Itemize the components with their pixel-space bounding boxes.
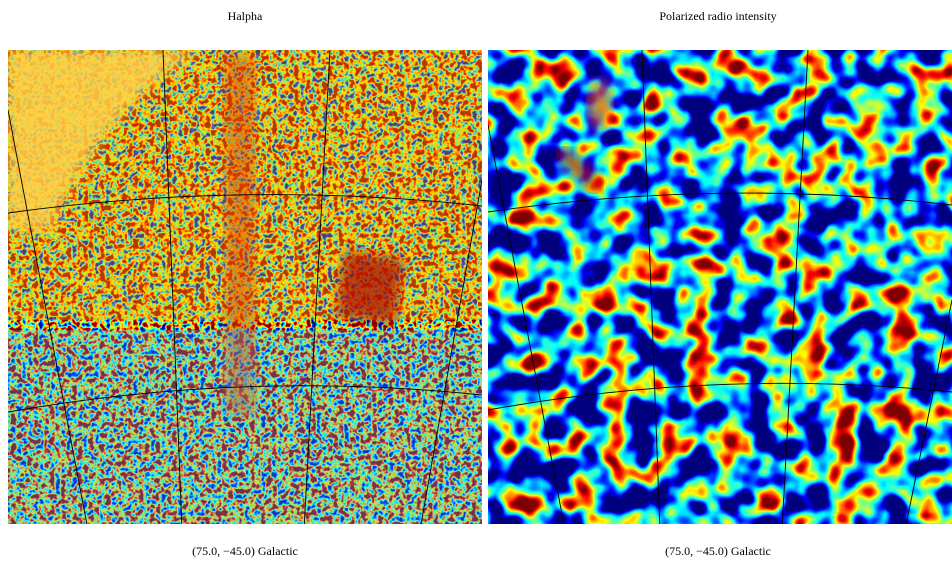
panel-title: Polarized radio intensity [659, 9, 776, 23]
panel-title: Halpha [228, 9, 263, 23]
map-image [488, 50, 952, 524]
halpha-map [8, 50, 482, 530]
map-overlay [588, 80, 612, 130]
map-overlay [8, 330, 482, 524]
panel-caption: (75.0, −45.0) Galactic [665, 544, 771, 558]
radio-map [488, 50, 952, 530]
map-overlay [336, 251, 404, 324]
panel-caption: (75.0, −45.0) Galactic [192, 544, 298, 558]
figure: Halpha Polarized radio intensity (75.0, … [0, 0, 952, 564]
page: Halpha Polarized radio intensity (75.0, … [0, 0, 952, 564]
